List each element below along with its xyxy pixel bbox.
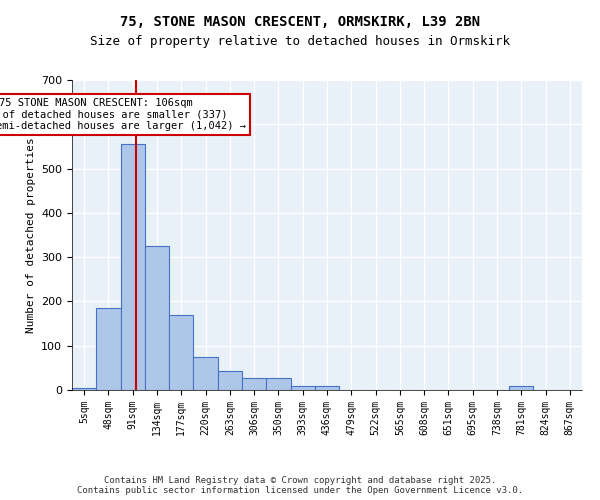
- Text: Size of property relative to detached houses in Ormskirk: Size of property relative to detached ho…: [90, 35, 510, 48]
- Bar: [145, 246, 169, 390]
- Y-axis label: Number of detached properties: Number of detached properties: [26, 137, 35, 333]
- Text: 75 STONE MASON CRESCENT: 106sqm
← 24% of detached houses are smaller (337)
73% o: 75 STONE MASON CRESCENT: 106sqm ← 24% of…: [0, 98, 246, 131]
- Bar: [509, 386, 533, 390]
- Bar: [315, 386, 339, 390]
- Bar: [242, 378, 266, 390]
- Bar: [96, 308, 121, 390]
- Bar: [72, 388, 96, 390]
- Bar: [169, 314, 193, 390]
- Text: Contains HM Land Registry data © Crown copyright and database right 2025.
Contai: Contains HM Land Registry data © Crown c…: [77, 476, 523, 495]
- Bar: [266, 378, 290, 390]
- Bar: [218, 372, 242, 390]
- Bar: [121, 144, 145, 390]
- Text: 75, STONE MASON CRESCENT, ORMSKIRK, L39 2BN: 75, STONE MASON CRESCENT, ORMSKIRK, L39 …: [120, 15, 480, 29]
- Bar: [290, 386, 315, 390]
- Bar: [193, 357, 218, 390]
